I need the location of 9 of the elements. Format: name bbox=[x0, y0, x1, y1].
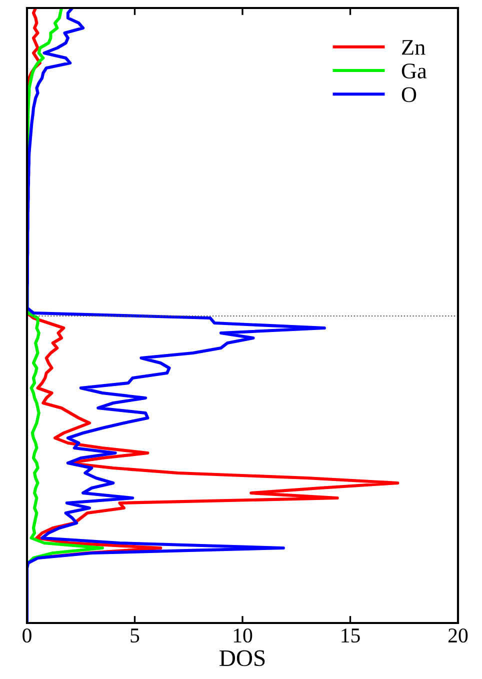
x-tick-label: 10 bbox=[234, 628, 252, 643]
x-tick-label: 0 bbox=[22, 628, 32, 643]
x-tick-label: 20 bbox=[448, 628, 468, 643]
x-tick-label: 5 bbox=[130, 628, 140, 643]
legend-label: Ga bbox=[402, 64, 427, 79]
x-axis-title: DOS bbox=[220, 650, 265, 666]
legend-label: O bbox=[402, 87, 416, 102]
x-tick-label: 15 bbox=[342, 628, 360, 643]
legend-label: Zn bbox=[402, 40, 426, 55]
